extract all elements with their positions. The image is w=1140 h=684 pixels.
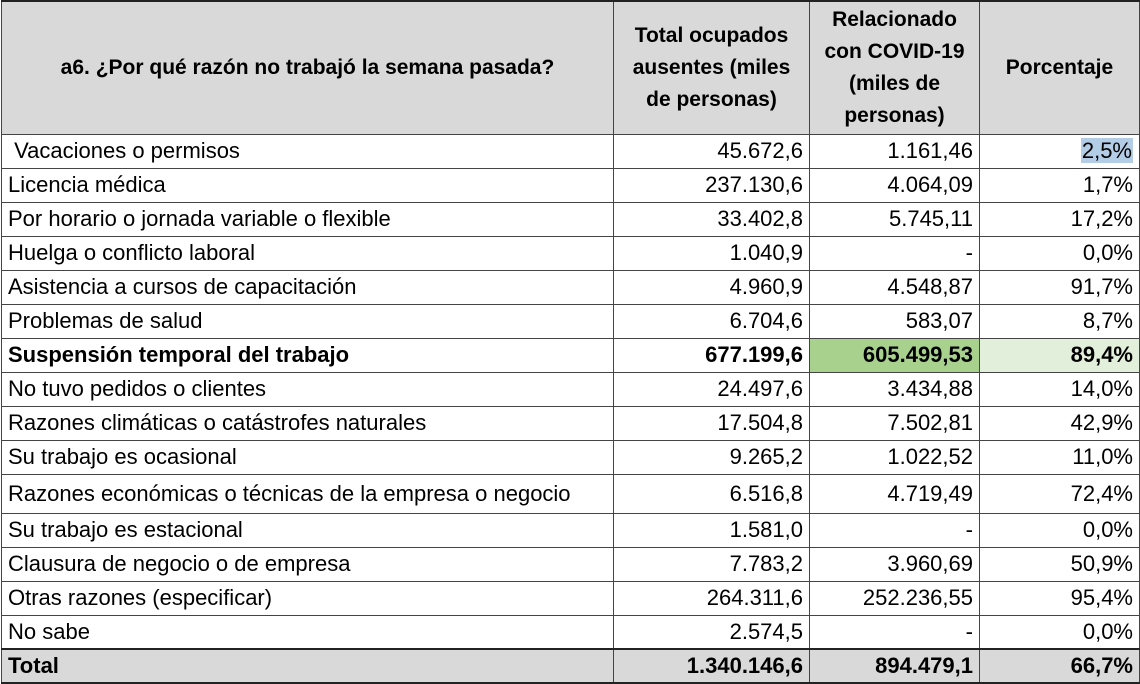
table-row: Razones climáticas o catástrofes natural… (1, 405, 1140, 441)
row-label[interactable]: No tuvo pedidos o clientes (1, 371, 614, 407)
table-row: Asistencia a cursos de capacitación 4.96… (1, 269, 1140, 305)
row-covid[interactable]: 5.745,11 (809, 201, 980, 237)
row-label[interactable]: Razones climáticas o catástrofes natural… (1, 405, 614, 441)
row-total[interactable]: 33.402,8 (613, 201, 810, 237)
row-covid[interactable]: - (809, 614, 980, 650)
row-total[interactable]: 17.504,8 (613, 405, 810, 441)
row-total[interactable]: 264.311,6 (613, 580, 810, 616)
table-row: Su trabajo es estacional 1.581,0 - 0,0% (1, 512, 1140, 548)
selected-cell-text: 2,5% (1080, 138, 1133, 163)
table-row: Razones económicas o técnicas de la empr… (1, 473, 1140, 514)
table-row: Clausura de negocio o de empresa 7.783,2… (1, 546, 1140, 582)
row-covid[interactable]: 1.161,46 (809, 133, 980, 169)
row-total[interactable]: 6.516,8 (613, 473, 810, 514)
row-total[interactable]: 677.199,6 (613, 337, 810, 373)
table-row: Huelga o conflicto laboral 1.040,9 - 0,0… (1, 235, 1140, 271)
total-label[interactable]: Total (1, 648, 614, 684)
row-pct-selected[interactable]: 2,5% (979, 133, 1140, 169)
row-covid-highlighted[interactable]: 605.499,53 (809, 337, 980, 373)
row-total[interactable]: 4.960,9 (613, 269, 810, 305)
row-total[interactable]: 9.265,2 (613, 439, 810, 475)
row-covid[interactable]: 3.434,88 (809, 371, 980, 407)
row-label[interactable]: Razones económicas o técnicas de la empr… (1, 473, 614, 514)
table-row: Por horario o jornada variable o flexibl… (1, 201, 1140, 237)
row-pct[interactable]: 14,0% (979, 371, 1140, 407)
header-row: a6. ¿Por qué razón no trabajó la semana … (1, 0, 1140, 135)
table-row: Otras razones (especificar) 264.311,6 25… (1, 580, 1140, 616)
table-row: Licencia médica 237.130,6 4.064,09 1,7% (1, 167, 1140, 203)
row-label[interactable]: Vacaciones o permisos (1, 133, 614, 169)
row-covid[interactable]: 4.719,49 (809, 473, 980, 514)
row-pct[interactable]: 95,4% (979, 580, 1140, 616)
row-total[interactable]: 7.783,2 (613, 546, 810, 582)
row-label[interactable]: Huelga o conflicto laboral (1, 235, 614, 271)
row-covid[interactable]: 3.960,69 (809, 546, 980, 582)
row-total[interactable]: 1.581,0 (613, 512, 810, 548)
row-label[interactable]: Clausura de negocio o de empresa (1, 546, 614, 582)
row-total[interactable]: 6.704,6 (613, 303, 810, 339)
table-row: Su trabajo es ocasional 9.265,2 1.022,52… (1, 439, 1140, 475)
row-covid[interactable]: 1.022,52 (809, 439, 980, 475)
row-pct[interactable]: 17,2% (979, 201, 1140, 237)
row-covid[interactable]: - (809, 512, 980, 548)
row-pct[interactable]: 0,0% (979, 235, 1140, 271)
row-pct[interactable]: 91,7% (979, 269, 1140, 305)
table-total-row: Total 1.340.146,6 894.479,1 66,7% (1, 648, 1140, 684)
row-total[interactable]: 24.497,6 (613, 371, 810, 407)
total-covid[interactable]: 894.479,1 (809, 648, 980, 684)
table-row: Problemas de salud 6.704,6 583,07 8,7% (1, 303, 1140, 339)
row-pct[interactable]: 1,7% (979, 167, 1140, 203)
row-pct[interactable]: 8,7% (979, 303, 1140, 339)
table-row-highlighted: Suspensión temporal del trabajo 677.199,… (1, 337, 1140, 373)
row-covid[interactable]: 7.502,81 (809, 405, 980, 441)
row-total[interactable]: 1.040,9 (613, 235, 810, 271)
row-pct-highlighted[interactable]: 89,4% (979, 337, 1140, 373)
header-total-ausentes[interactable]: Total ocupados ausentes (miles de person… (613, 0, 810, 135)
row-total[interactable]: 2.574,5 (613, 614, 810, 650)
row-total[interactable]: 45.672,6 (613, 133, 810, 169)
table-row: No sabe 2.574,5 - 0,0% (1, 614, 1140, 650)
total-ausentes[interactable]: 1.340.146,6 (613, 648, 810, 684)
header-question[interactable]: a6. ¿Por qué razón no trabajó la semana … (1, 0, 614, 135)
row-label[interactable]: Por horario o jornada variable o flexibl… (1, 201, 614, 237)
row-label[interactable]: Asistencia a cursos de capacitación (1, 269, 614, 305)
row-label[interactable]: Su trabajo es estacional (1, 512, 614, 548)
row-covid[interactable]: - (809, 235, 980, 271)
row-pct[interactable]: 0,0% (979, 614, 1140, 650)
total-pct[interactable]: 66,7% (979, 648, 1140, 684)
row-label[interactable]: Problemas de salud (1, 303, 614, 339)
row-covid[interactable]: 252.236,55 (809, 580, 980, 616)
row-pct[interactable]: 42,9% (979, 405, 1140, 441)
row-label[interactable]: Su trabajo es ocasional (1, 439, 614, 475)
row-pct[interactable]: 72,4% (979, 473, 1140, 514)
row-pct[interactable]: 50,9% (979, 546, 1140, 582)
row-label[interactable]: Suspensión temporal del trabajo (1, 337, 614, 373)
row-label[interactable]: Licencia médica (1, 167, 614, 203)
table-row: Vacaciones o permisos 45.672,6 1.161,46 … (1, 133, 1140, 169)
row-covid[interactable]: 583,07 (809, 303, 980, 339)
row-covid[interactable]: 4.548,87 (809, 269, 980, 305)
row-label[interactable]: No sabe (1, 614, 614, 650)
header-relacionado-covid[interactable]: Relacionado con COVID-19 (miles de perso… (809, 0, 980, 135)
row-covid[interactable]: 4.064,09 (809, 167, 980, 203)
header-porcentaje[interactable]: Porcentaje (979, 0, 1140, 135)
row-pct[interactable]: 0,0% (979, 512, 1140, 548)
table-row: No tuvo pedidos o clientes 24.497,6 3.43… (1, 371, 1140, 407)
row-pct[interactable]: 11,0% (979, 439, 1140, 475)
row-label[interactable]: Otras razones (especificar) (1, 580, 614, 616)
row-total[interactable]: 237.130,6 (613, 167, 810, 203)
